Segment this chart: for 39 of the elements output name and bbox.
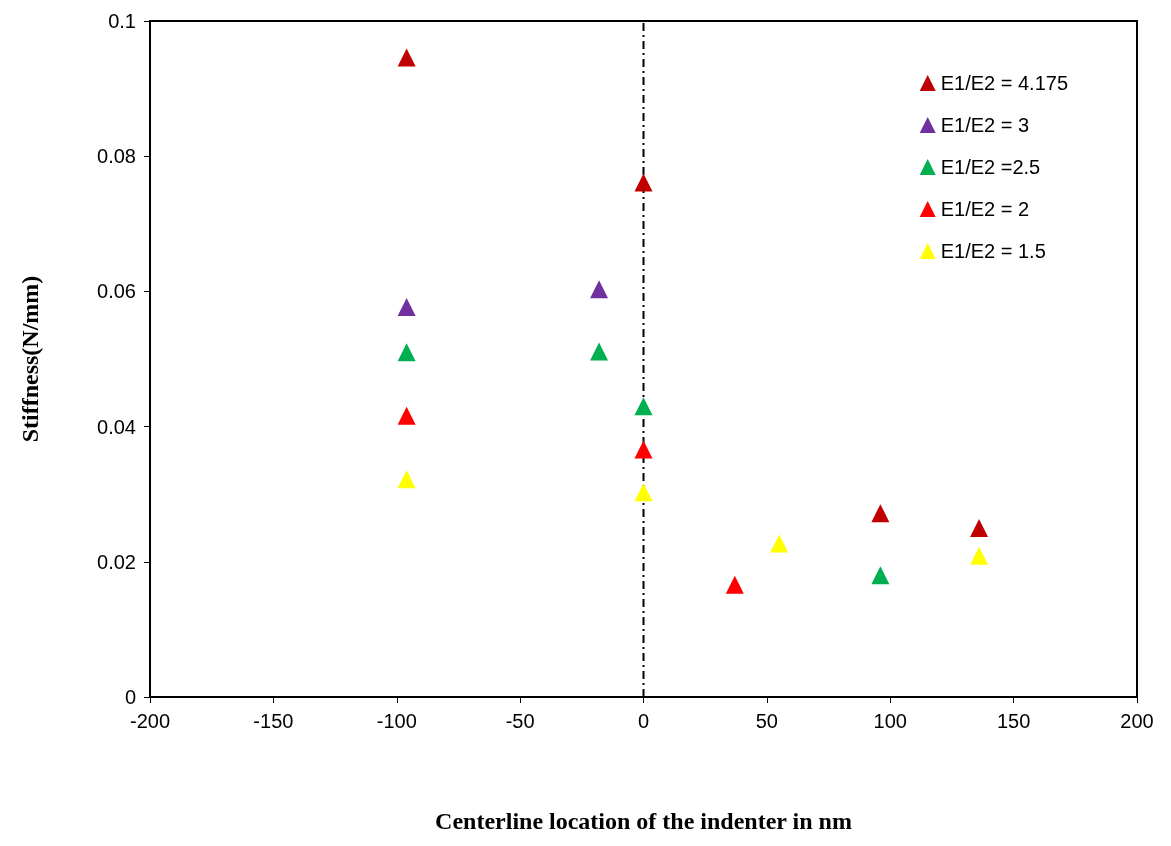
x-tick-label: -200 xyxy=(129,710,171,732)
point xyxy=(397,297,416,316)
legend-label: E1/E2 = 3 xyxy=(940,114,1030,136)
x-tick-label: -50 xyxy=(505,710,535,732)
point xyxy=(397,343,416,362)
point xyxy=(970,519,989,537)
point xyxy=(590,342,609,361)
point xyxy=(770,534,789,553)
x-tick-label: -150 xyxy=(253,710,294,732)
point xyxy=(970,546,989,565)
x-tick-label: 0 xyxy=(637,710,650,732)
y-tick-label: 0.08 xyxy=(97,145,136,168)
y-tick-label: 0.06 xyxy=(97,280,136,303)
point xyxy=(634,173,653,192)
legend-label: E1/E2 = 2 xyxy=(940,198,1030,220)
point xyxy=(634,397,653,416)
point xyxy=(871,504,890,523)
point xyxy=(725,575,744,594)
x-tick-label: -100 xyxy=(376,710,417,732)
x-tick-label: 150 xyxy=(996,710,1031,732)
x-tick-label: 100 xyxy=(873,710,907,732)
point xyxy=(397,470,416,489)
point xyxy=(590,280,609,299)
point xyxy=(634,483,653,502)
y-tick-label: 0 xyxy=(124,686,136,708)
y-axis-title: Stiffness(N/mm) xyxy=(17,275,43,443)
x-tick-label: 50 xyxy=(755,710,778,732)
y-tick-label: 0.04 xyxy=(97,415,136,438)
legend-label: E1/E2 = 4.175 xyxy=(940,72,1068,94)
legend-label: E1/E2 = 1.5 xyxy=(940,240,1046,262)
x-axis-title: Centerline location of the indenter in nm xyxy=(435,808,852,834)
y-tick-label: 0.02 xyxy=(97,550,136,573)
point xyxy=(397,406,416,425)
point xyxy=(634,440,653,459)
y-tick-label: 0.1 xyxy=(108,10,136,32)
legend-label: E1/E2 =2.5 xyxy=(940,156,1041,178)
point xyxy=(397,48,416,67)
x-tick-label: 200 xyxy=(1120,710,1154,732)
point xyxy=(871,566,890,585)
